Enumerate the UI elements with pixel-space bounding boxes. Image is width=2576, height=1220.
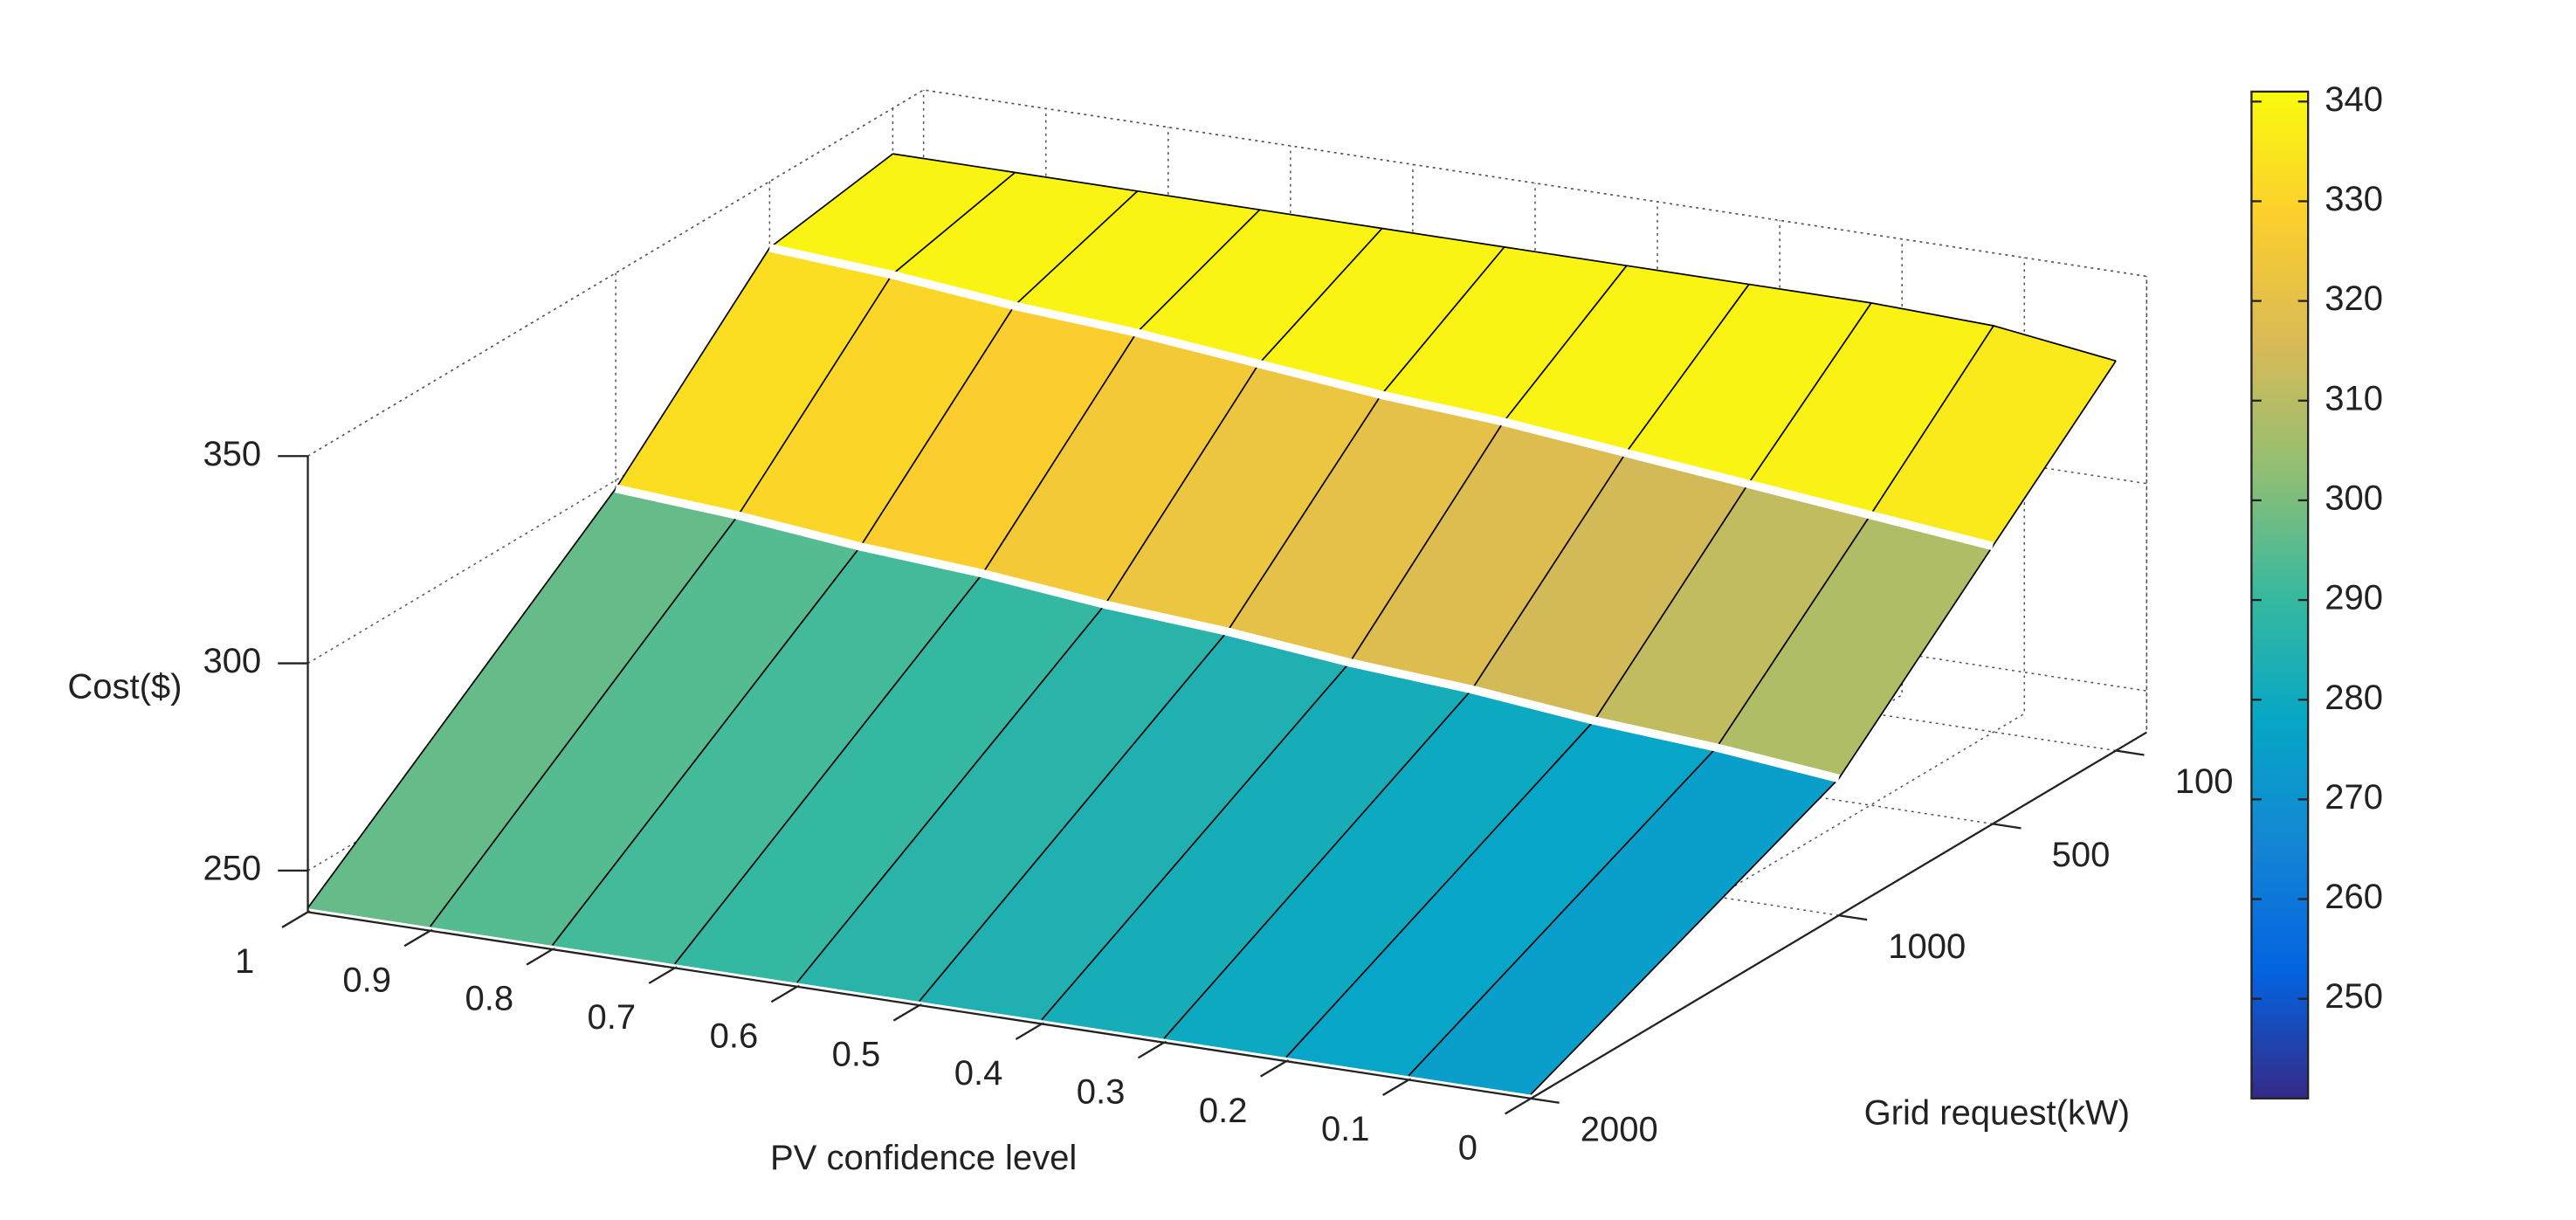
x-tick <box>648 967 676 984</box>
x-tick-label: 0.5 <box>832 1036 881 1074</box>
x-tick-label: 0 <box>1458 1128 1477 1167</box>
x-tick-label: 0.1 <box>1321 1110 1370 1148</box>
colorbar-tick-label: 270 <box>2325 778 2383 817</box>
mesh-line <box>1041 265 1628 1021</box>
mesh-line <box>674 209 1261 965</box>
z-tick-label: 250 <box>203 849 261 887</box>
colorbar-tick-label: 290 <box>2325 579 2383 617</box>
x-axis-label: PV confidence level <box>770 1139 1077 1177</box>
x-tick-label: 0.4 <box>954 1054 1003 1092</box>
row-line <box>768 244 1994 550</box>
y-tick-label: 1000 <box>1888 927 1966 966</box>
x-tick-label: 1 <box>235 942 254 981</box>
x-tick <box>1015 1023 1043 1040</box>
x-tick <box>770 985 798 1003</box>
colorbar-tick-label: 310 <box>2325 379 2383 417</box>
x-tick <box>526 948 554 966</box>
y-tick <box>1992 823 2022 830</box>
mesh-line <box>1408 325 1994 1077</box>
mesh-line <box>796 227 1383 983</box>
x-tick-label: 0.3 <box>1077 1072 1126 1111</box>
x-tick <box>892 1004 920 1022</box>
colorbar-tick-label: 320 <box>2325 279 2383 318</box>
y-tick-label: 2000 <box>1581 1110 1658 1148</box>
z-axis-label: Cost($) <box>67 668 182 706</box>
row-line <box>615 484 1840 783</box>
z-tick-label: 350 <box>203 435 261 473</box>
y-tick <box>2115 749 2145 756</box>
x-tick <box>1505 1097 1532 1115</box>
colorbar-tick-label: 340 <box>2325 80 2383 119</box>
y-tick <box>1838 914 1868 921</box>
y-tick-label: 500 <box>2052 836 2111 874</box>
colorbar-tick-label: 330 <box>2325 180 2383 218</box>
colorbar-tick-label: 250 <box>2325 977 2383 1016</box>
x-tick-label: 0.9 <box>342 961 391 999</box>
x-tick-label: 0.7 <box>588 998 637 1037</box>
mesh-line <box>1285 302 1872 1058</box>
colorbar-tick-label: 280 <box>2325 679 2383 717</box>
x-tick <box>1137 1041 1165 1059</box>
x-tick <box>403 929 431 948</box>
colorbar <box>2250 90 2310 1099</box>
x-tick-label: 0.6 <box>710 1017 759 1055</box>
y-tick <box>1531 1097 1560 1104</box>
colorbar-tick-label: 260 <box>2325 878 2383 916</box>
x-tick <box>281 911 309 928</box>
x-tick-label: 0.2 <box>1199 1092 1248 1130</box>
y-axis-label: Grid request(kW) <box>1864 1093 2131 1132</box>
colorbar-tick-label: 300 <box>2325 479 2383 517</box>
mesh-line <box>552 190 1139 946</box>
row-line <box>892 153 2117 362</box>
mesh-line <box>919 246 1505 1002</box>
y-tick-label: 100 <box>2175 762 2234 801</box>
z-tick-label: 300 <box>203 642 261 680</box>
x-tick <box>1259 1060 1287 1078</box>
mesh-line <box>429 171 1016 927</box>
x-tick <box>1382 1079 1409 1096</box>
mesh-line <box>1530 360 2117 1095</box>
mesh-line <box>1163 284 1750 1039</box>
x-tick-label: 0.8 <box>465 980 513 1018</box>
mesh-line <box>307 153 893 909</box>
